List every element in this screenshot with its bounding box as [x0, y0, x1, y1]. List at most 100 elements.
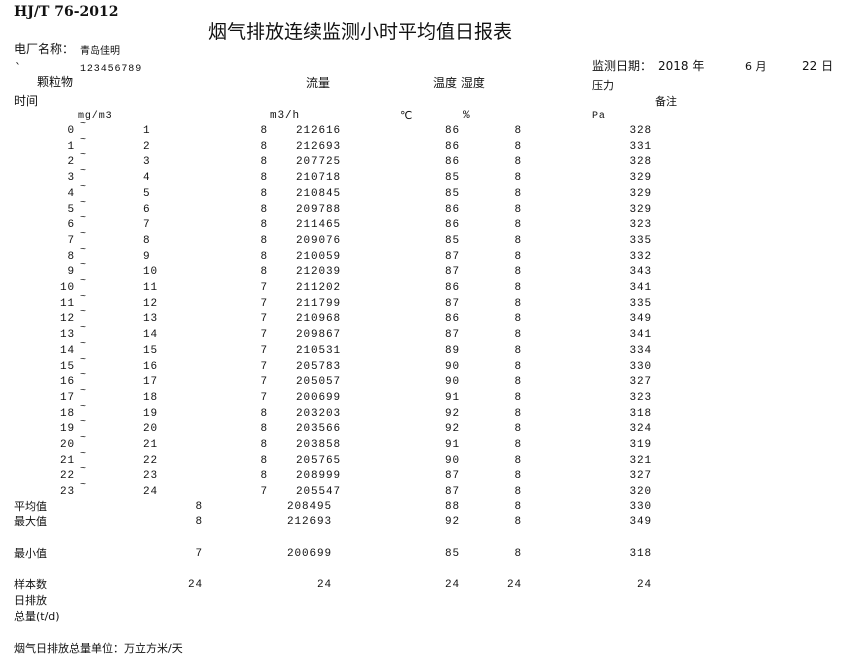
col-remark: 备注	[655, 95, 677, 108]
humidity-value: 8	[514, 376, 522, 389]
temp-value: 91	[444, 391, 460, 404]
tilde-separator: ~	[80, 338, 87, 350]
hour-end: 12	[143, 297, 159, 310]
humidity-value: 24	[506, 579, 522, 591]
temp-value: 87	[444, 470, 460, 483]
temp-value: 85	[444, 172, 460, 185]
dust-value: 8	[260, 140, 268, 153]
tilde-separator: ~	[80, 244, 87, 256]
tilde-separator: ~	[80, 385, 87, 397]
tilde-separator: ~	[80, 260, 87, 272]
summary-label: 样本数	[14, 578, 47, 591]
hour-start: 8	[67, 250, 75, 263]
dust-value: 24	[187, 579, 203, 591]
dust-value: 7	[195, 548, 203, 560]
backtick-mark: `	[15, 61, 21, 75]
flow-value: 212693	[286, 516, 332, 528]
hour-end: 21	[143, 439, 159, 451]
pressure-value: 341	[629, 282, 652, 294]
flow-value: 208999	[296, 470, 342, 483]
humidity-value: 8	[514, 250, 522, 263]
tilde-separator: ~	[80, 417, 87, 429]
temp-value: 89	[444, 344, 460, 357]
pressure-value: 335	[629, 234, 652, 247]
pressure-value: 334	[629, 344, 652, 357]
col-pressure: 压力	[592, 79, 614, 92]
hour-end: 2	[143, 140, 151, 153]
pressure-value: 330	[629, 501, 652, 513]
dust-value: 8	[195, 501, 203, 513]
flow-value: 200699	[296, 391, 342, 404]
report-title: 烟气排放连续监测小时平均值日报表	[208, 21, 513, 43]
hour-end: 7	[143, 219, 151, 232]
hour-start: 20	[59, 439, 75, 451]
hour-start: 23	[59, 486, 75, 499]
pressure-value: 321	[629, 454, 652, 467]
tilde-separator: ~	[80, 291, 87, 303]
humidity-value: 8	[514, 470, 522, 483]
hour-start: 1	[67, 140, 75, 153]
tilde-separator: ~	[80, 433, 87, 444]
summary-label: 最小值	[14, 547, 47, 560]
hour-start: 10	[59, 282, 75, 294]
dust-value: 8	[260, 219, 268, 232]
flow-value: 205057	[296, 376, 342, 389]
hour-end: 20	[143, 423, 159, 436]
humidity-value: 8	[514, 156, 522, 169]
temp-value: 92	[444, 516, 460, 528]
temp-value: 87	[444, 250, 460, 263]
date-label: 监测日期：	[592, 59, 653, 73]
temp-value: 85	[444, 548, 460, 560]
temp-value: 86	[444, 125, 460, 137]
pressure-value: 329	[629, 203, 652, 216]
dust-value: 8	[260, 250, 268, 263]
tilde-separator: ~	[80, 480, 87, 492]
flow-value: 207725	[296, 156, 342, 169]
hour-end: 19	[143, 407, 159, 420]
flow-value: 210845	[296, 187, 342, 200]
unit-flow: m3/h	[270, 110, 301, 122]
temp-value: 24	[444, 579, 460, 591]
hour-end: 5	[143, 187, 151, 200]
pressure-value: 330	[629, 360, 652, 373]
hour-end: 16	[143, 360, 159, 373]
dust-value: 8	[260, 407, 268, 420]
pressure-value: 324	[629, 423, 652, 436]
pressure-value: 329	[629, 187, 652, 200]
tilde-separator: ~	[80, 307, 87, 319]
hour-end: 23	[143, 470, 159, 483]
summary-label: 平均值	[14, 500, 47, 513]
dust-value: 8	[260, 423, 268, 436]
hour-start: 12	[59, 313, 75, 326]
tilde-separator: ~	[80, 213, 87, 225]
hour-end: 18	[143, 391, 159, 404]
unit-temp: ℃	[400, 109, 413, 122]
dust-value: 7	[260, 376, 268, 389]
date-month: 6 月	[745, 60, 767, 73]
plant-name: 青岛佳明	[80, 46, 120, 57]
tilde-separator: ~	[80, 401, 87, 413]
flow-value: 209867	[296, 329, 342, 342]
humidity-value: 8	[514, 203, 522, 216]
humidity-value: 8	[514, 423, 522, 436]
humidity-value: 8	[514, 407, 522, 420]
flow-value: 205547	[296, 486, 342, 499]
hour-start: 22	[59, 470, 75, 483]
humidity-value: 8	[514, 266, 522, 279]
dust-value: 8	[260, 439, 268, 451]
humidity-value: 8	[514, 454, 522, 467]
standard-code: HJ/T 76-2012	[14, 4, 119, 20]
temp-value: 85	[444, 187, 460, 200]
unit-pressure: Pa	[592, 111, 606, 122]
pressure-value: 320	[629, 486, 652, 499]
temp-value: 86	[444, 156, 460, 169]
daily-total-label-2: 总量(t/d)	[14, 610, 60, 623]
hour-start: 21	[59, 454, 75, 467]
temp-value: 87	[444, 329, 460, 342]
daily-total-label-1: 日排放	[14, 594, 47, 607]
hour-end: 6	[143, 203, 151, 216]
temp-value: 85	[444, 234, 460, 247]
flow-value: 212693	[296, 140, 342, 153]
pressure-value: 328	[629, 125, 652, 137]
flow-value: 205783	[296, 360, 342, 373]
